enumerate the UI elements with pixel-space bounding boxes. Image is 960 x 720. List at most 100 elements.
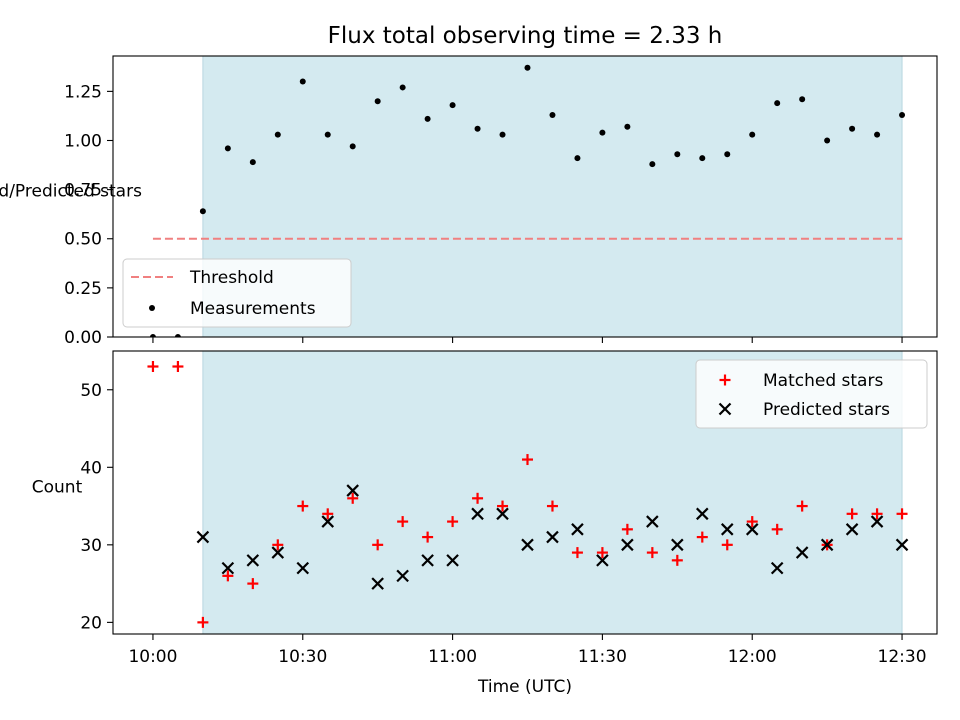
y-tick-label: 0.00 <box>64 328 102 348</box>
legend-measurements-label: Measurements <box>190 299 316 319</box>
x-tick-label: 10:30 <box>278 647 327 667</box>
measurement-point <box>849 125 856 132</box>
matched-star-point <box>197 616 209 628</box>
predicted-star-point <box>446 554 459 567</box>
matched-star-point <box>521 454 533 466</box>
matched-star-point <box>621 523 633 535</box>
cross-b <box>845 523 859 536</box>
matched-star-point <box>472 492 484 504</box>
measurement-point <box>674 151 681 158</box>
cross-b <box>296 561 310 575</box>
cross-b <box>471 507 484 521</box>
measurement-point <box>174 334 181 337</box>
predicted-star-point <box>471 507 484 521</box>
measurement-point <box>249 159 256 166</box>
measurement-point <box>224 145 231 152</box>
measurement-point <box>624 123 631 130</box>
cross-b <box>795 546 809 559</box>
cross-b <box>720 523 734 536</box>
cross-b <box>246 554 260 567</box>
predicted-star-point <box>621 538 634 552</box>
cross-b <box>718 402 732 416</box>
measurement-point <box>499 131 506 138</box>
cross-b <box>770 561 784 575</box>
y-tick-label: 20 <box>80 613 102 633</box>
cross-b <box>571 523 584 536</box>
cross-b <box>696 507 709 521</box>
count-series <box>147 361 909 628</box>
predicted-star-point <box>196 530 210 544</box>
chart-title: Flux total observing time = 2.33 h <box>328 23 723 49</box>
measurement-point <box>299 78 306 85</box>
y-tick-label: 1.25 <box>64 82 102 102</box>
cross-b <box>196 530 210 544</box>
predicted-star-point <box>770 561 784 575</box>
legend-measurements-swatch <box>149 305 155 311</box>
measurement-point <box>599 129 606 136</box>
predicted-star-point <box>596 554 609 567</box>
measurement-point <box>424 115 431 122</box>
legend-matched-swatch <box>719 374 731 386</box>
axes-frame <box>112 55 938 338</box>
cross-b <box>396 569 409 583</box>
bottom-y-axis-label: Count <box>32 478 83 498</box>
x-tick-label: 11:00 <box>428 647 477 667</box>
y-tick-label: 1.00 <box>64 131 102 151</box>
top-y-axis-label: Matched/Predicted stars <box>0 182 142 202</box>
legend-predicted-label: Predicted stars <box>763 400 890 420</box>
y-tick-label: 0.25 <box>64 279 102 299</box>
x-axis-label: Time (UTC) <box>477 677 572 697</box>
bottom-panel: 20 30 40 50 10:00 10:30 11:00 11:30 12:00 12:30 Ma… <box>80 350 938 667</box>
legend-matched-label: Matched stars <box>763 371 883 391</box>
cross-b <box>446 554 459 567</box>
cross-b <box>596 554 609 567</box>
measurement-point <box>149 334 156 337</box>
predicted-star-point <box>221 561 235 575</box>
matched-star-point <box>247 578 259 590</box>
matched-star-point <box>771 523 783 535</box>
matched-star-point <box>347 492 359 504</box>
matched-star-point <box>571 547 583 559</box>
measurement-point <box>349 143 356 150</box>
measurement-point <box>474 125 481 132</box>
measurement-point <box>274 131 281 138</box>
y-tick-label: 30 <box>80 536 102 556</box>
y-tick-label: 0.75 <box>64 181 102 201</box>
measurement-point <box>399 84 406 91</box>
measurement-point <box>774 100 781 107</box>
y-tick-label: 50 <box>80 381 102 401</box>
cross-b <box>621 538 634 552</box>
x-tick-label: 10:00 <box>128 647 177 667</box>
predicted-star-point <box>546 530 559 544</box>
predicted-star-point <box>820 538 834 552</box>
predicted-star-point <box>646 515 659 528</box>
measurement-point <box>749 131 756 138</box>
measurement-point <box>874 131 881 138</box>
matched-star-point <box>397 516 409 528</box>
measurement-point <box>799 96 806 103</box>
bottom-legend: Matched stars Predicted stars <box>695 359 928 429</box>
cross-b <box>221 561 235 575</box>
matched-star-point <box>422 531 434 543</box>
matched-star-point <box>546 500 558 512</box>
legend-predicted-swatch <box>718 402 732 416</box>
legend-box <box>695 359 928 429</box>
predicted-star-point <box>671 538 684 552</box>
matched-star-point <box>322 508 334 520</box>
y-tick-label: 0.50 <box>64 230 102 250</box>
axes-frame <box>112 350 938 635</box>
measurement-point <box>899 111 906 118</box>
matched-star-point <box>447 516 459 528</box>
cross-b <box>646 515 659 528</box>
cross-b <box>546 530 559 544</box>
cross-b <box>671 538 684 552</box>
y-tick-label: 40 <box>80 458 102 478</box>
top-legend: Threshold Measurements <box>122 258 352 328</box>
matched-star-point <box>871 508 883 520</box>
measurement-point <box>324 131 331 138</box>
predicted-star-point <box>321 515 335 528</box>
matched-star-point <box>147 361 159 373</box>
predicted-star-point <box>845 523 859 536</box>
matched-star-point <box>746 516 758 528</box>
